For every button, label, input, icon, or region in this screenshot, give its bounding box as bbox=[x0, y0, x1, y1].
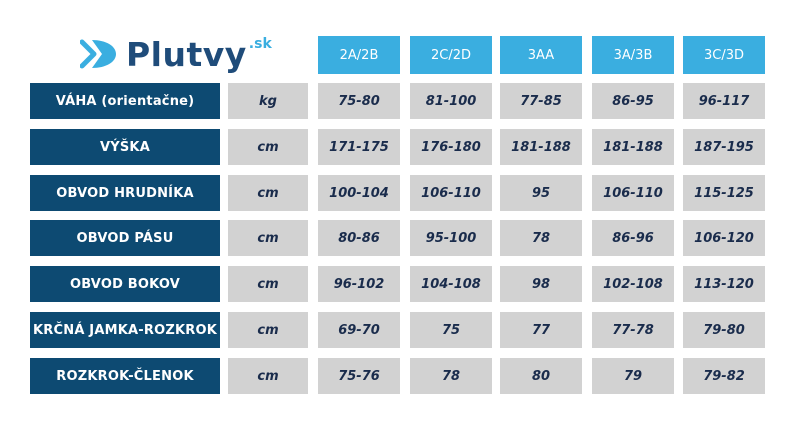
unit-cell: cm bbox=[228, 358, 308, 394]
value-cell: 79-82 bbox=[683, 358, 765, 394]
value-cell: 102-108 bbox=[592, 266, 674, 302]
size-header: 3AA bbox=[500, 36, 582, 74]
value-cell: 171-175 bbox=[318, 129, 400, 165]
unit-cell: cm bbox=[228, 175, 308, 211]
value-cell: 98 bbox=[500, 266, 582, 302]
value-cell: 187-195 bbox=[683, 129, 765, 165]
value-cell: 79-80 bbox=[683, 312, 765, 348]
value-cell: 115-125 bbox=[683, 175, 765, 211]
unit-cell: cm bbox=[228, 312, 308, 348]
row-label: ROZKROK-ČLENOK bbox=[30, 358, 220, 394]
value-cell: 69-70 bbox=[318, 312, 400, 348]
value-cell: 96-117 bbox=[683, 83, 765, 119]
fin-arrows-icon bbox=[80, 39, 116, 69]
size-header: 3C/3D bbox=[683, 36, 765, 74]
row-label: OBVOD PÁSU bbox=[30, 220, 220, 256]
row-label: VÁHA (orientačne) bbox=[30, 83, 220, 119]
value-cell: 86-96 bbox=[592, 220, 674, 256]
value-cell: 95 bbox=[500, 175, 582, 211]
row-label: VÝŠKA bbox=[30, 129, 220, 165]
value-cell: 77-78 bbox=[592, 312, 674, 348]
value-cell: 86-95 bbox=[592, 83, 674, 119]
brand-logo: Plutvy .sk bbox=[80, 32, 272, 76]
value-cell: 106-110 bbox=[410, 175, 492, 211]
value-cell: 181-188 bbox=[500, 129, 582, 165]
row-label: OBVOD BOKOV bbox=[30, 266, 220, 302]
value-cell: 104-108 bbox=[410, 266, 492, 302]
unit-cell: cm bbox=[228, 129, 308, 165]
size-header: 3A/3B bbox=[592, 36, 674, 74]
value-cell: 78 bbox=[500, 220, 582, 256]
value-cell: 75-76 bbox=[318, 358, 400, 394]
value-cell: 100-104 bbox=[318, 175, 400, 211]
value-cell: 79 bbox=[592, 358, 674, 394]
unit-cell: cm bbox=[228, 220, 308, 256]
value-cell: 181-188 bbox=[592, 129, 674, 165]
size-header: 2A/2B bbox=[318, 36, 400, 74]
value-cell: 176-180 bbox=[410, 129, 492, 165]
value-cell: 81-100 bbox=[410, 83, 492, 119]
value-cell: 77 bbox=[500, 312, 582, 348]
value-cell: 106-120 bbox=[683, 220, 765, 256]
row-label: OBVOD HRUDNÍKA bbox=[30, 175, 220, 211]
row-label: KRČNÁ JAMKA-ROZKROK bbox=[30, 312, 220, 348]
value-cell: 95-100 bbox=[410, 220, 492, 256]
logo-name: Plutvy bbox=[126, 34, 247, 74]
value-cell: 96-102 bbox=[318, 266, 400, 302]
unit-cell: kg bbox=[228, 83, 308, 119]
value-cell: 78 bbox=[410, 358, 492, 394]
unit-cell: cm bbox=[228, 266, 308, 302]
value-cell: 75-80 bbox=[318, 83, 400, 119]
value-cell: 113-120 bbox=[683, 266, 765, 302]
value-cell: 106-110 bbox=[592, 175, 674, 211]
value-cell: 80 bbox=[500, 358, 582, 394]
size-header: 2C/2D bbox=[410, 36, 492, 74]
logo-suffix: .sk bbox=[248, 36, 272, 52]
value-cell: 80-86 bbox=[318, 220, 400, 256]
value-cell: 75 bbox=[410, 312, 492, 348]
value-cell: 77-85 bbox=[500, 83, 582, 119]
